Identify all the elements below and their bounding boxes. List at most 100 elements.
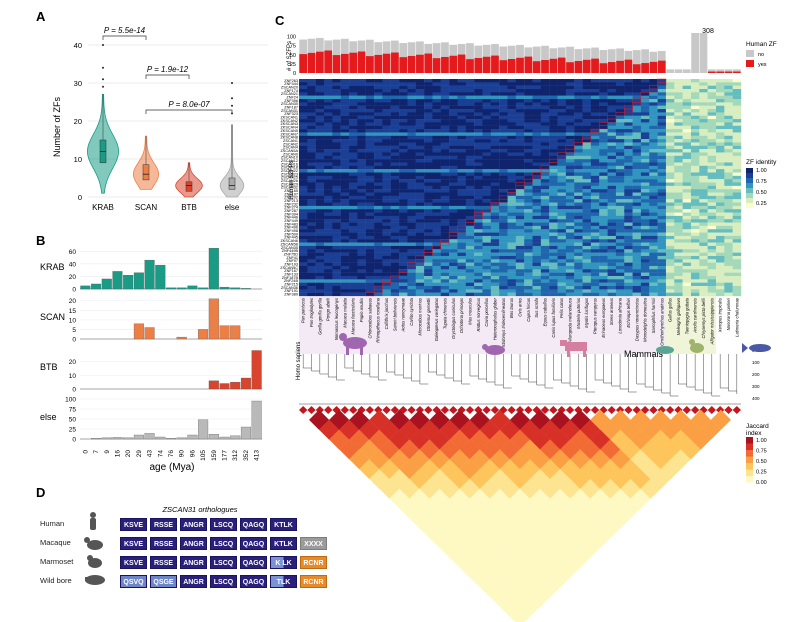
heat-cell [640, 239, 650, 243]
szfp-count-bar [641, 49, 649, 73]
heat-cell [407, 222, 416, 227]
heat-cell [349, 122, 358, 126]
heat-cell [482, 105, 492, 110]
heat-cell [607, 269, 617, 273]
jaccard-cell [710, 409, 731, 430]
heat-cell [549, 289, 558, 293]
heat-cell [565, 162, 575, 166]
heat-cell [590, 185, 600, 190]
heat-cell [699, 85, 708, 90]
heat-cell [407, 115, 416, 120]
heat-cell [574, 85, 583, 90]
heat-cell [315, 105, 325, 110]
heat-cell [565, 129, 575, 133]
diagonal-diamond [540, 406, 550, 414]
heat-cell [365, 255, 375, 260]
heat-cell [424, 115, 433, 120]
heat-cell [582, 139, 592, 143]
heat-cell [340, 95, 350, 100]
heat-cell [440, 235, 450, 240]
heat-cell [449, 155, 458, 160]
heat-cell [490, 292, 500, 297]
heat-cell [607, 239, 617, 243]
heat-cell [465, 135, 475, 140]
heat-cell [707, 82, 717, 86]
heat-cell [424, 179, 433, 183]
heat-cell [307, 132, 316, 136]
heat-cell [349, 179, 358, 183]
heat-cell [457, 235, 466, 240]
heat-cell [632, 245, 642, 250]
jaccard-cell [509, 587, 531, 608]
human-zf-bar [632, 64, 641, 73]
heat-cell [307, 242, 316, 247]
heat-cell [615, 79, 625, 83]
human-zf-bar [399, 57, 408, 73]
heat-cell [465, 282, 475, 287]
heat-cell [624, 149, 633, 153]
comparison-p-value: P = 5.5e-14 [104, 26, 146, 35]
heat-cell [299, 222, 308, 227]
heat-cell [732, 125, 742, 130]
heat-cell [449, 95, 458, 100]
heat-cell [515, 105, 525, 110]
heat-cell [465, 132, 475, 136]
heat-cell [415, 222, 425, 227]
heat-cell [382, 92, 391, 96]
heat-cell [324, 252, 333, 257]
heat-cell [457, 279, 466, 283]
heat-cell [607, 182, 617, 187]
heat-cell [549, 212, 558, 217]
heat-cell [665, 109, 675, 113]
heat-cell [482, 125, 492, 130]
heat-cell [532, 289, 542, 293]
heat-cell [440, 219, 450, 223]
heat-cell [390, 219, 400, 223]
heat-cell [607, 225, 617, 230]
heat-cell [482, 189, 492, 193]
heat-cell [574, 252, 583, 257]
heat-cell [615, 275, 625, 280]
heat-cell [665, 149, 675, 153]
outlier-point [102, 66, 104, 69]
heat-cell [465, 115, 475, 120]
heat-cell [590, 92, 600, 96]
heat-cell [499, 225, 508, 230]
heat-cell [407, 92, 416, 96]
heat-cell [699, 132, 708, 136]
heat-cell [490, 232, 500, 237]
heat-cell [615, 112, 625, 116]
human-zf-legend-swatch [746, 60, 754, 67]
heat-cell [707, 102, 717, 106]
heat-cell [624, 262, 633, 267]
heat-cell [565, 95, 575, 100]
szfp-count-bar [682, 69, 691, 73]
heat-cell [349, 282, 358, 287]
bar-KRAB [144, 259, 155, 290]
heat-cell [357, 252, 366, 257]
heat-cell [332, 149, 341, 153]
heat-cell [549, 232, 558, 237]
heat-cell [640, 122, 650, 126]
zf-identity-tick: 0.75 [756, 179, 767, 185]
heat-cell [724, 85, 733, 90]
heat-cell [315, 282, 325, 287]
heat-cell [299, 105, 308, 110]
heat-cell [732, 89, 742, 93]
heat-cell [524, 79, 533, 83]
heat-cell [307, 199, 316, 203]
heat-cell [590, 232, 600, 237]
heat-cell [449, 239, 458, 243]
heat-cell [499, 92, 508, 96]
heat-cell [340, 152, 350, 156]
heat-cell [457, 79, 466, 83]
species-label: Anolis carolinensis [693, 297, 698, 334]
heat-cell [724, 222, 733, 227]
outlier-point [102, 85, 104, 88]
heat-cell [649, 142, 658, 146]
time-tick-label: 300 [752, 384, 760, 389]
heat-cell [574, 275, 583, 280]
heat-cell [474, 242, 483, 247]
heat-cell [582, 99, 592, 103]
heat-cell [482, 152, 492, 156]
